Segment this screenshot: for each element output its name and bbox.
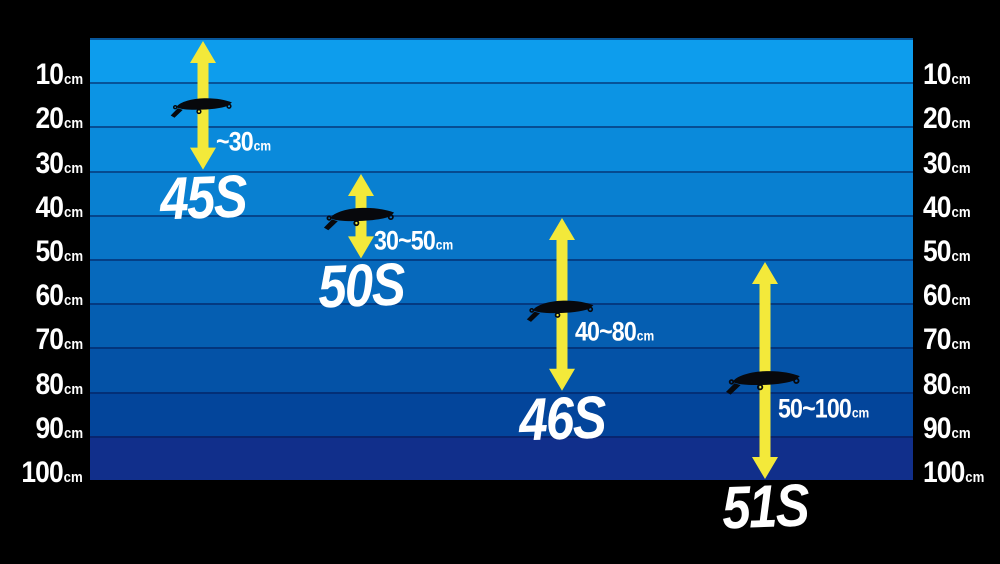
lure-silhouette-46S xyxy=(526,300,594,323)
tick-value: 80 xyxy=(923,367,952,401)
range-value: 30~50 xyxy=(373,225,436,256)
tick-value: 60 xyxy=(35,279,64,313)
tick-value: 100 xyxy=(21,456,64,489)
water-band-50-60 xyxy=(90,259,913,304)
depth-tick-right-50: 50cm xyxy=(923,237,977,267)
model-label-50S: 50S xyxy=(316,250,405,321)
tick-value: 30 xyxy=(923,146,952,180)
tick-value: 20 xyxy=(35,102,64,136)
depth-tick-left-50: 50cm xyxy=(29,237,83,267)
depth-range-arrow-51S xyxy=(751,262,778,479)
depth-tick-right-100: 100cm xyxy=(923,458,993,488)
tick-unit: cm xyxy=(63,71,83,89)
range-label-46S: 40~80cm xyxy=(575,318,667,345)
range-label-51S: 50~100cm xyxy=(777,393,884,424)
water-band-40-50 xyxy=(90,214,913,259)
tick-unit: cm xyxy=(951,248,971,265)
tick-unit: cm xyxy=(63,248,83,265)
tick-unit: cm xyxy=(63,469,83,486)
depth-tick-left-60: 60cm xyxy=(29,281,83,311)
tick-value: 50 xyxy=(35,235,64,268)
lure-silhouette-45S xyxy=(170,98,232,118)
depth-scale-left: 10cm 20cm 30cm 40cm 50cm 60cm 70cm 80cm 90cm 100c… xyxy=(0,0,86,564)
depth-scale-right: 10cm 20cm 30cm 40cm 50cm 60cm 70cm 80cm 90cm 100c… xyxy=(913,0,1000,564)
tick-unit: cm xyxy=(63,424,83,442)
tick-unit: cm xyxy=(951,292,971,310)
tick-value: 30 xyxy=(35,146,64,180)
depth-tick-right-80: 80cm xyxy=(923,367,977,401)
tick-value: 40 xyxy=(923,190,952,224)
tick-unit: cm xyxy=(965,469,985,486)
tick-value: 10 xyxy=(923,58,952,92)
tick-unit: cm xyxy=(951,159,971,177)
tick-value: 90 xyxy=(923,411,952,445)
tick-unit: cm xyxy=(951,115,971,133)
tick-value: 70 xyxy=(35,323,64,357)
range-label-45S: ~30cm xyxy=(216,128,280,155)
depth-tick-right-40: 40cm xyxy=(923,190,977,224)
model-label-45S: 45S xyxy=(158,162,247,233)
tick-unit: cm xyxy=(63,292,83,310)
range-unit: cm xyxy=(851,404,870,421)
tick-unit: cm xyxy=(951,336,971,354)
model-label-51S: 51S xyxy=(720,471,809,542)
depth-tick-left-70: 70cm xyxy=(29,325,83,355)
depth-tick-right-90: 90cm xyxy=(923,411,977,445)
depth-tick-left-20: 20cm xyxy=(29,104,83,134)
range-unit: cm xyxy=(636,327,654,344)
lure-silhouette-50S xyxy=(323,207,394,230)
water-band-70-80 xyxy=(90,347,913,392)
tick-value: 60 xyxy=(923,279,952,313)
depth-tick-right-10: 10cm xyxy=(923,60,977,90)
depth-tick-left-80: 80cm xyxy=(29,367,83,401)
tick-value: 90 xyxy=(35,411,64,445)
tick-value: 50 xyxy=(923,235,952,268)
tick-unit: cm xyxy=(63,380,83,398)
tick-unit: cm xyxy=(951,71,971,89)
tick-value: 100 xyxy=(923,456,965,489)
tick-value: 40 xyxy=(35,190,64,224)
range-label-50S: 30~50cm xyxy=(373,225,466,256)
water-band-0-10 xyxy=(90,38,913,83)
depth-tick-right-60: 60cm xyxy=(923,281,977,311)
depth-tick-left-100: 100cm xyxy=(13,458,83,488)
water-panel xyxy=(90,38,913,480)
tick-unit: cm xyxy=(63,159,83,177)
tick-unit: cm xyxy=(63,203,83,221)
depth-tick-left-10: 10cm xyxy=(29,60,83,90)
tick-unit: cm xyxy=(63,115,83,133)
lure-silhouette-51S xyxy=(725,370,800,395)
tick-value: 70 xyxy=(923,323,952,357)
range-unit: cm xyxy=(253,137,271,154)
range-value: 40~80 xyxy=(574,316,637,347)
water-band-80-90 xyxy=(90,391,913,436)
range-unit: cm xyxy=(435,236,453,253)
range-value: 50~100 xyxy=(777,393,852,424)
tick-value: 20 xyxy=(923,102,952,136)
range-value: ~30 xyxy=(215,126,254,157)
tick-value: 10 xyxy=(35,58,64,92)
water-band-60-70 xyxy=(90,303,913,348)
tick-unit: cm xyxy=(951,424,971,442)
depth-tick-left-30: 30cm xyxy=(29,146,83,180)
model-label-46S: 46S xyxy=(517,383,606,454)
water-band-30-40 xyxy=(90,170,913,215)
tick-unit: cm xyxy=(951,203,971,221)
depth-tick-left-40: 40cm xyxy=(29,190,83,224)
depth-tick-right-20: 20cm xyxy=(923,104,977,134)
depth-tick-left-90: 90cm xyxy=(29,411,83,445)
tick-unit: cm xyxy=(951,380,971,398)
tick-value: 80 xyxy=(35,367,64,401)
tick-unit: cm xyxy=(63,336,83,354)
water-band-20-30 xyxy=(90,126,913,171)
depth-tick-right-30: 30cm xyxy=(923,146,977,180)
depth-tick-right-70: 70cm xyxy=(923,325,977,355)
